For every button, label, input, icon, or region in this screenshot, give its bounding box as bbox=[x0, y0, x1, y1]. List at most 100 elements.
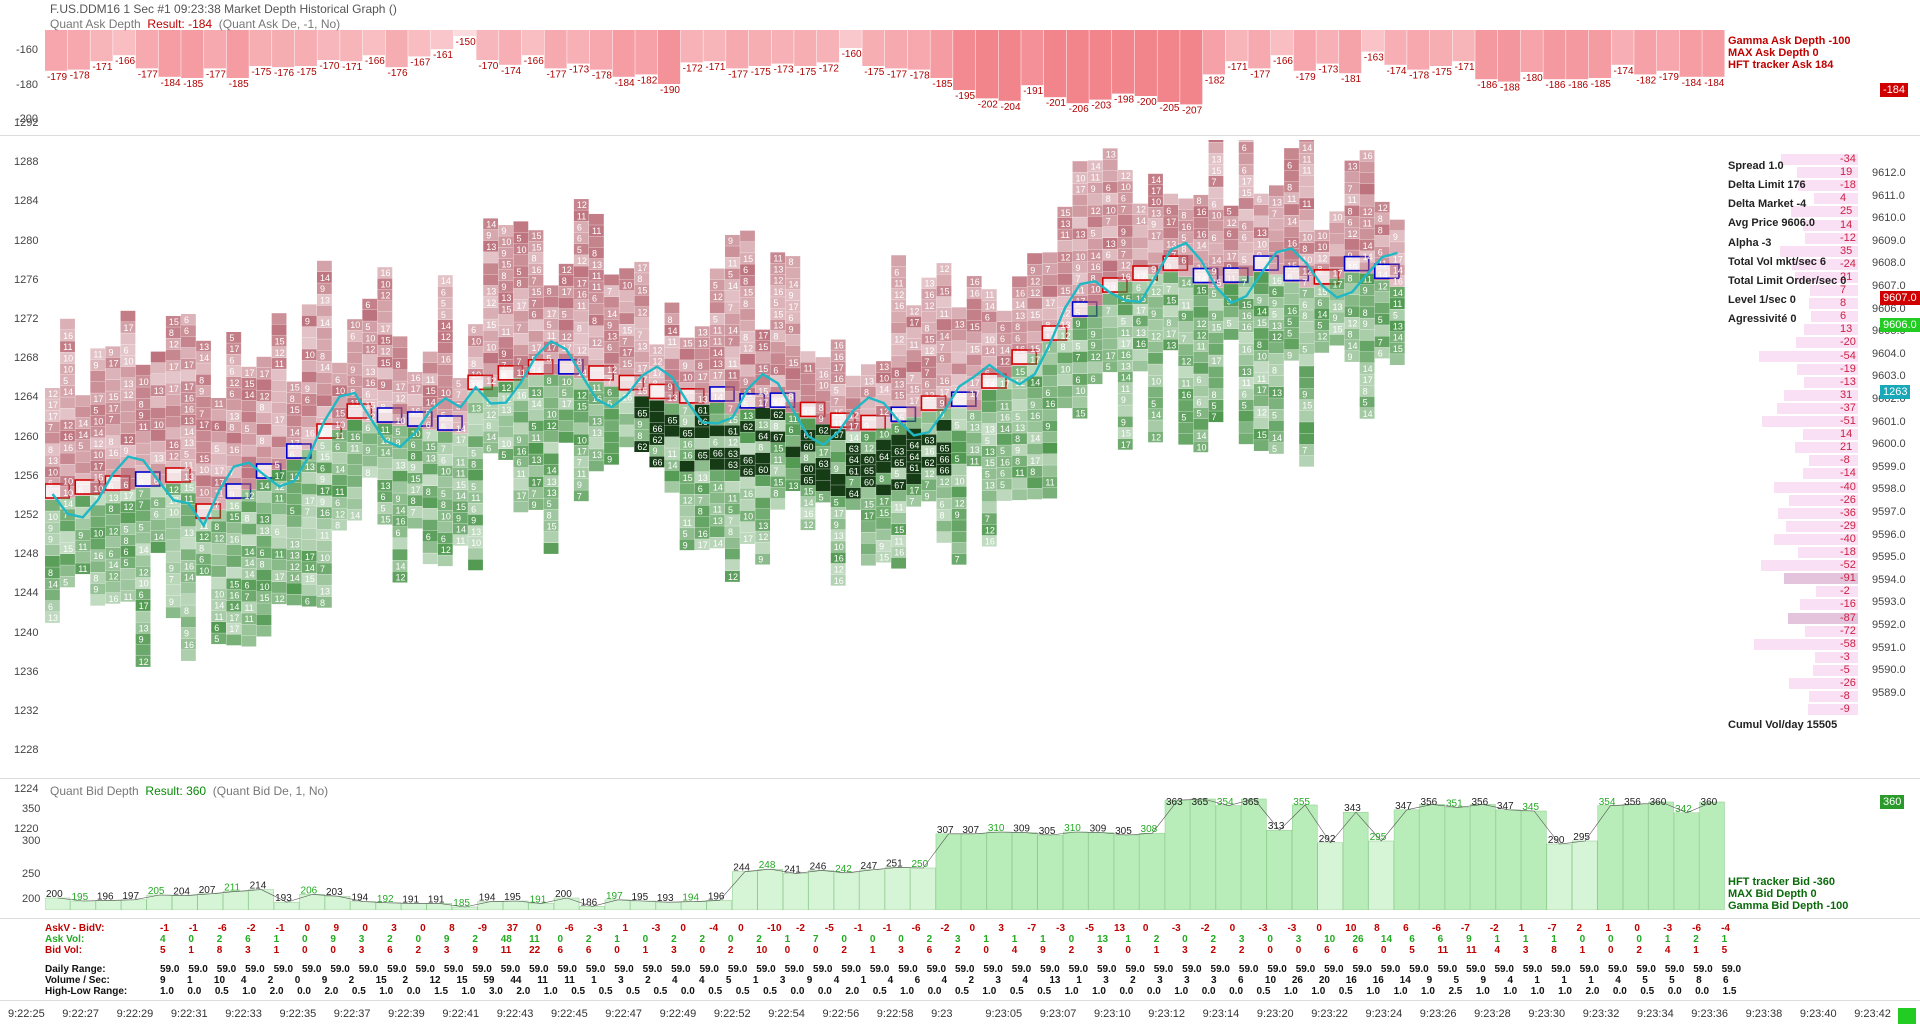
bid-depth-cell bbox=[1148, 308, 1163, 320]
ask-depth-cell bbox=[1117, 214, 1133, 226]
ask-depth-cell-label: 17 bbox=[380, 324, 390, 334]
ask-depth-cell bbox=[1223, 205, 1239, 217]
bid-depth-cell-label: 6 bbox=[1136, 317, 1141, 327]
bid-depth-cell-label: 9 bbox=[834, 520, 839, 530]
ask-depth-cell bbox=[1269, 196, 1284, 208]
depth-profile-bar bbox=[1803, 376, 1858, 388]
depth-profile-value: -12 bbox=[1840, 231, 1856, 244]
bid-depth-cell bbox=[1238, 399, 1254, 411]
ask-depth-bar bbox=[1021, 30, 1044, 86]
ask-depth-cell-label: 12 bbox=[577, 346, 587, 356]
bid-depth-bar bbox=[935, 833, 962, 910]
askv-bidv-value: -1 bbox=[882, 923, 892, 934]
bid-depth-cell bbox=[301, 528, 317, 540]
daily-range-value: 59.0 bbox=[841, 964, 861, 975]
bid-depth-cell bbox=[589, 381, 604, 393]
bid-depth-cell bbox=[1148, 408, 1163, 420]
bid-depth-cell bbox=[694, 527, 710, 539]
ask-depth-cell bbox=[1012, 332, 1027, 344]
ask-depth-cell bbox=[800, 396, 816, 407]
bid-depth-cell bbox=[437, 499, 453, 511]
bid-depth-cell bbox=[271, 526, 287, 537]
depth-profile-value: -19 bbox=[1840, 362, 1856, 375]
bid-depth-cell bbox=[755, 486, 771, 498]
bid-depth-cell bbox=[135, 633, 151, 645]
ask-depth-cell bbox=[483, 330, 499, 342]
ask-depth-cell bbox=[921, 333, 937, 345]
ask-depth-cell bbox=[211, 442, 227, 454]
ask-depth-cell bbox=[150, 452, 166, 464]
time-axis-tick: 9:23:22 bbox=[1311, 1008, 1348, 1020]
bid-depth-value: 310 bbox=[1064, 823, 1081, 834]
ask-depth-cell-label: 13 bbox=[864, 376, 874, 386]
bid-depth-cell-label: 13 bbox=[290, 472, 300, 482]
bid-depth-cell bbox=[619, 402, 635, 414]
bid-depth-cell-label: 15 bbox=[411, 474, 421, 484]
volume-sec-value: 4 bbox=[1615, 975, 1621, 986]
ask-depth-cell bbox=[951, 363, 967, 375]
bid-depth-cell bbox=[709, 425, 725, 437]
bid-depth-cell bbox=[1012, 410, 1027, 422]
depth-profile-value: -58 bbox=[1840, 637, 1856, 650]
bid-depth-value: 247 bbox=[861, 861, 878, 872]
ask-depth-cell bbox=[120, 411, 136, 423]
ask-depth-bar bbox=[703, 30, 726, 62]
ask-depth-cell bbox=[1284, 192, 1299, 204]
bid-depth-cell bbox=[1072, 351, 1088, 363]
bid-depth-cell-label: 13 bbox=[471, 404, 481, 414]
bid-depth-cell-label: 11 bbox=[456, 469, 465, 479]
ask-depth-cell bbox=[543, 285, 559, 297]
bid-vol-value: 0 bbox=[1125, 945, 1131, 956]
bid-depth-cell-label: 5 bbox=[728, 505, 733, 515]
bid-depth-cell-label: 15 bbox=[260, 593, 270, 603]
ask-depth-bar bbox=[1497, 30, 1521, 82]
depth-profile-value: 21 bbox=[1840, 441, 1853, 454]
bid-depth-cell bbox=[301, 461, 317, 473]
bid-depth-cell bbox=[1087, 362, 1103, 373]
askv-bidv-value: 9 bbox=[333, 923, 340, 934]
ask-depth-cell bbox=[1208, 164, 1224, 176]
ask-depth-cell-label: 15 bbox=[532, 242, 542, 252]
ask-depth-cell-label: 14 bbox=[1000, 345, 1010, 355]
bid-depth-cell-label: 8 bbox=[93, 573, 98, 583]
ask-depth-cell bbox=[347, 341, 363, 353]
bid-depth-cell bbox=[1269, 342, 1284, 354]
ask-depth-cell bbox=[120, 378, 136, 389]
bid-depth-cell bbox=[1253, 428, 1269, 440]
ask-depth-bar bbox=[67, 30, 90, 70]
ask-depth-cell bbox=[876, 394, 891, 406]
bid-depth-cell-label: 9 bbox=[652, 446, 657, 456]
bid-depth-cell-label: 16 bbox=[93, 551, 103, 561]
ask-depth-cell-label: 13 bbox=[124, 379, 134, 389]
ask-depth-cell bbox=[1344, 183, 1360, 194]
bid-depth-cell bbox=[740, 477, 755, 488]
ask-depth-cell-label: 5 bbox=[834, 385, 839, 395]
ask-depth-cell-label: 17 bbox=[184, 360, 194, 370]
high-low-value: 0.5 bbox=[872, 986, 887, 997]
bid-depth-cell-label: 10 bbox=[139, 579, 149, 589]
bid-depth-cell bbox=[740, 465, 755, 477]
ask-depth-cell-label: 16 bbox=[894, 301, 904, 311]
bid-depth-cell bbox=[105, 536, 121, 548]
bid-depth-cell bbox=[951, 531, 967, 543]
bid-depth-cell-label: 9 bbox=[955, 510, 960, 520]
price-axis-tick: 9590.0 bbox=[1872, 664, 1906, 677]
bid-depth-cell-label: 9 bbox=[637, 420, 642, 430]
ask-depth-cell bbox=[1314, 263, 1330, 275]
ask-depth-bar bbox=[953, 30, 976, 90]
ask-depth-cell bbox=[1208, 231, 1224, 243]
time-axis-tick: 9:23:36 bbox=[1691, 1008, 1728, 1020]
price-axis-tick: 9603.0 bbox=[1872, 370, 1906, 383]
ask-depth-cell-label: 7 bbox=[607, 287, 612, 297]
time-axis-tick: 9:22:37 bbox=[333, 1008, 371, 1020]
volume-sec-value: 14 bbox=[1399, 975, 1411, 986]
askv-bidv-value: -3 bbox=[1663, 923, 1673, 934]
bid-depth-cell bbox=[981, 390, 997, 401]
ask-depth-cell-label: 5 bbox=[516, 267, 521, 277]
bid-depth-cell-label: 13 bbox=[1166, 340, 1176, 350]
bid-depth-cell bbox=[1344, 328, 1360, 340]
ask-depth-cell bbox=[573, 221, 589, 233]
bid-depth-cell bbox=[241, 501, 257, 513]
ask-vol-value: 13 bbox=[1096, 934, 1109, 945]
bid-depth-cell-label: 13 bbox=[501, 405, 511, 415]
